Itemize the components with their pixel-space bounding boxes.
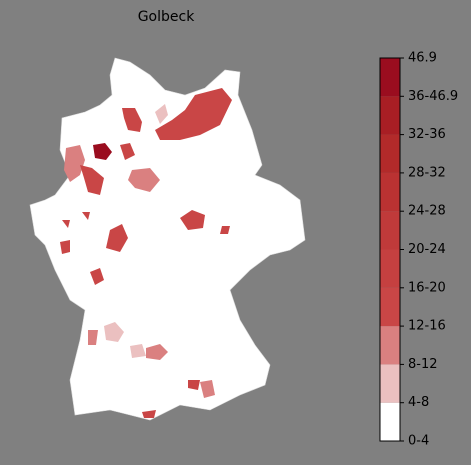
colorbar-segment (380, 96, 400, 135)
colorbar-segment (380, 364, 400, 403)
colorbar-label: 16-20 (408, 280, 446, 295)
region (155, 104, 168, 124)
colorbar-segment (380, 249, 400, 288)
region (200, 380, 215, 398)
colorbar-label: 0-4 (408, 434, 429, 449)
colorbar-label: 28-32 (408, 165, 446, 180)
region (88, 330, 98, 345)
colorbar-segment (380, 58, 400, 97)
region (106, 224, 128, 252)
colorbar-label: 46.9 (408, 51, 437, 66)
colorbar: 0-4 4-8 8-12 12-16 16-20 20-24 24-28 28-32 32-36… (379, 51, 458, 449)
colorbar-label: 24-28 (408, 204, 446, 219)
region (93, 143, 112, 160)
colorbar-segment (380, 402, 400, 441)
colorbar-segment (380, 172, 400, 212)
region (128, 168, 160, 192)
region (220, 226, 230, 234)
region (120, 143, 135, 160)
region (82, 212, 90, 220)
colorbar-segment (380, 287, 400, 327)
region (62, 220, 70, 228)
map-title: Golbeck (138, 9, 196, 25)
region (146, 344, 168, 360)
region (64, 145, 85, 182)
region (80, 165, 104, 195)
region (142, 410, 156, 418)
colorbar-label: 4-8 (408, 395, 429, 410)
region (104, 322, 124, 342)
region (188, 380, 200, 390)
colorbar-label: 36-46.9 (408, 89, 458, 104)
colorbar-segment (380, 326, 400, 365)
colorbar-label: 20-24 (408, 242, 446, 257)
region (90, 268, 104, 285)
region (60, 240, 70, 254)
germany (29, 57, 306, 421)
colorbar-segment (380, 211, 400, 250)
colorbar-label: 8-12 (408, 357, 438, 372)
region (130, 344, 146, 358)
region (155, 88, 232, 140)
region (180, 210, 205, 230)
colorbar-segment (380, 134, 400, 173)
colorbar-label: 32-36 (408, 127, 446, 142)
region (122, 108, 142, 132)
colorbar-label: 12-16 (408, 319, 446, 334)
